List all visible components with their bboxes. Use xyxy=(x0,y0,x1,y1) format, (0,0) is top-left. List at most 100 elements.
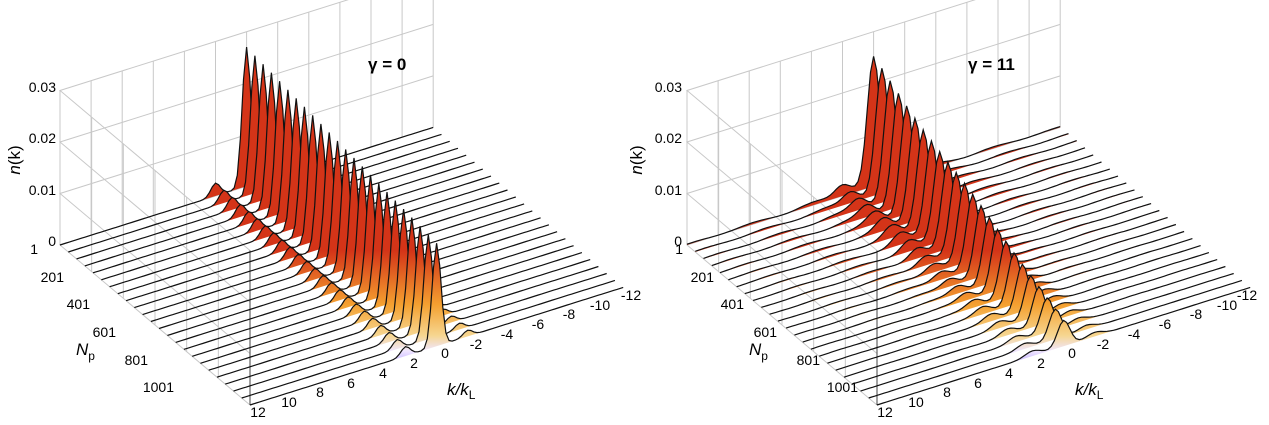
x-tick-label: -8 xyxy=(563,306,576,322)
y-tick-label: 1 xyxy=(30,241,38,257)
x-tick-label: 0 xyxy=(441,345,449,361)
x-tick-label: 6 xyxy=(347,375,355,391)
trace-line xyxy=(835,252,1210,371)
trace-fill xyxy=(150,140,525,322)
trace-line xyxy=(843,259,1218,378)
trace-fill xyxy=(167,158,541,336)
trace-line xyxy=(802,215,1177,343)
z-tick-label: 0.01 xyxy=(29,182,56,198)
trace-line xyxy=(241,234,616,399)
x-tick-label: 8 xyxy=(943,384,951,400)
trace-fill xyxy=(117,106,492,294)
grid-line xyxy=(58,23,434,303)
trace-fill xyxy=(109,98,483,287)
y-tick-label: 401 xyxy=(67,296,91,312)
x-tick-label: 6 xyxy=(974,375,982,391)
y-tick-label: 401 xyxy=(721,296,745,312)
trace-fill xyxy=(200,192,574,364)
trace-line xyxy=(68,55,442,253)
trace-line xyxy=(728,115,1102,281)
x-tick-label: -8 xyxy=(1190,306,1203,322)
z-tick-label: 0.02 xyxy=(29,130,56,146)
trace-line xyxy=(695,68,1069,252)
axis-labels: γ = 11 n(k) k/kL Np 0 0.01 0.02 0.03 1 2… xyxy=(627,55,1257,420)
trace-line xyxy=(744,138,1119,295)
trace-line xyxy=(200,192,574,364)
panel-gamma-11: γ = 11 n(k) k/kL Np 0 0.01 0.02 0.03 1 2… xyxy=(627,0,1257,420)
y-tick-label: 801 xyxy=(125,352,149,368)
x-axis-label: k/kL xyxy=(1075,380,1104,402)
trace-line xyxy=(101,89,475,281)
y-tick-label: 801 xyxy=(797,352,821,368)
trace-line xyxy=(216,209,591,378)
z-ticks: 0 0.01 0.02 0.03 xyxy=(29,79,56,249)
trace-line xyxy=(59,47,434,246)
x-tick-label: -10 xyxy=(590,297,610,313)
trace-line xyxy=(810,227,1185,350)
x-tick-label: -12 xyxy=(621,287,641,303)
trace-line xyxy=(703,80,1077,259)
y-tick-label: 1001 xyxy=(827,379,858,395)
x-tick-label: -6 xyxy=(1159,316,1172,332)
trace-line xyxy=(92,81,467,274)
x-ticks: 12 10 8 6 4 2 0 -2 -4 -6 -8 -10 -12 xyxy=(877,287,1257,420)
trace-fill xyxy=(192,183,566,357)
trace-fill xyxy=(241,234,615,399)
trace-fill xyxy=(84,72,459,266)
trace-line xyxy=(761,159,1135,308)
trace-fill xyxy=(175,166,549,343)
z-tick-label: 0.03 xyxy=(655,79,682,95)
y-tick-label: 1001 xyxy=(143,379,174,395)
trace-group xyxy=(59,47,624,406)
trace-fill xyxy=(843,259,1218,378)
z-tick-label: 0 xyxy=(48,233,56,249)
trace-line xyxy=(183,174,558,350)
trace-line xyxy=(125,115,500,302)
trace-fill xyxy=(225,217,599,385)
z-tick-label: 0 xyxy=(674,233,682,249)
x-tick-label: -2 xyxy=(470,336,483,352)
y-ticks: 1 201 401 601 801 1001 xyxy=(30,241,174,395)
trace-line xyxy=(233,226,607,392)
trace-line xyxy=(860,272,1234,392)
y-tick-label: 201 xyxy=(691,269,715,285)
trace-fill xyxy=(60,47,434,245)
y-ticks: 1 201 401 601 801 1001 xyxy=(675,241,858,395)
x-tick-label: 4 xyxy=(379,365,387,381)
grid-line xyxy=(685,23,1061,303)
z-ticks: 0 0.01 0.02 0.03 xyxy=(655,79,682,249)
trace-fill xyxy=(216,209,591,378)
trace-line xyxy=(719,105,1094,274)
y-tick-label: 601 xyxy=(93,324,117,340)
x-tick-label: -4 xyxy=(501,326,514,342)
trace-line xyxy=(109,98,483,288)
x-tick-label: 2 xyxy=(1037,355,1045,371)
trace-line xyxy=(785,192,1160,329)
trace-line xyxy=(150,140,525,323)
trace-line xyxy=(794,204,1168,336)
z-tick-label: 0.02 xyxy=(655,130,682,146)
trace-fill xyxy=(183,175,558,350)
grid-line xyxy=(58,0,349,251)
trace-fill xyxy=(101,89,475,280)
trace-line xyxy=(736,127,1110,288)
trace-line xyxy=(76,64,450,260)
trace-line xyxy=(117,106,492,295)
x-tick-label: 12 xyxy=(877,404,893,420)
trace-line xyxy=(852,265,1226,385)
z-tick-label: 0.03 xyxy=(29,79,56,95)
trace-line xyxy=(134,123,508,309)
x-tick-label: 10 xyxy=(281,394,297,410)
x-axis-label: k/kL xyxy=(447,380,476,402)
trace-line xyxy=(142,132,516,316)
trace-group xyxy=(686,56,1251,406)
trace-fill xyxy=(68,55,442,253)
trace-line xyxy=(208,200,583,371)
y-axis-label: Np xyxy=(76,340,95,363)
trace-fill xyxy=(76,64,450,259)
x-tick-label: 12 xyxy=(250,404,266,420)
trace-line xyxy=(84,72,459,267)
x-ticks: 12 10 8 6 4 2 0 -2 -4 -6 -8 -10 -12 xyxy=(250,287,641,420)
trace-line xyxy=(249,243,624,406)
